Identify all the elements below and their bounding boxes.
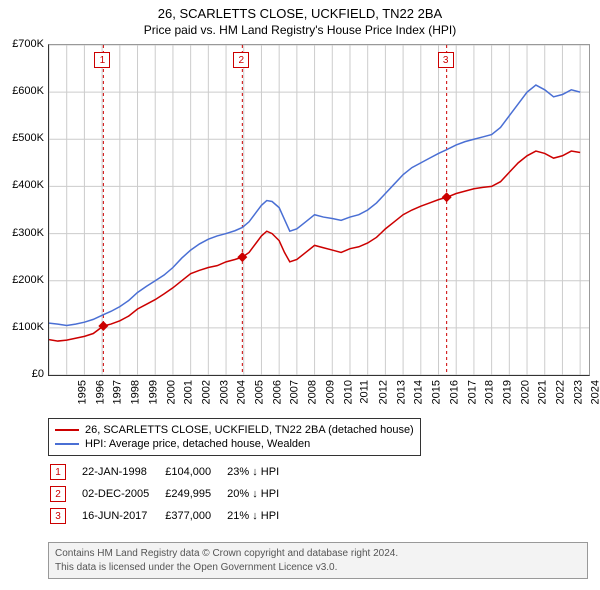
x-tick-label: 2020 — [519, 380, 531, 404]
y-tick-label: £400K — [0, 179, 44, 191]
x-tick-label: 2002 — [200, 380, 212, 404]
y-tick-label: £700K — [0, 38, 44, 50]
x-tick-label: 2021 — [537, 380, 549, 404]
event-marker-1: 1 — [94, 52, 110, 68]
x-tick-label: 2017 — [466, 380, 478, 404]
legend-swatch — [55, 443, 79, 445]
chart-subtitle: Price paid vs. HM Land Registry's House … — [0, 21, 600, 41]
event-date: 16-JUN-2017 — [82, 506, 163, 526]
event-marker-2: 2 — [233, 52, 249, 68]
x-tick-label: 2019 — [501, 380, 513, 404]
x-tick-label: 2014 — [413, 380, 425, 404]
event-date: 22-JAN-1998 — [82, 462, 163, 482]
event-price: £249,995 — [165, 484, 225, 504]
x-tick-label: 2013 — [395, 380, 407, 404]
y-tick-label: £600K — [0, 85, 44, 97]
y-tick-label: £100K — [0, 321, 44, 333]
x-tick-label: 2022 — [555, 380, 567, 404]
legend-item: 26, SCARLETTS CLOSE, UCKFIELD, TN22 2BA … — [55, 423, 414, 437]
chart-plot-area — [48, 44, 590, 376]
x-tick-label: 2003 — [218, 380, 230, 404]
event-date: 02-DEC-2005 — [82, 484, 163, 504]
event-marker: 2 — [50, 486, 66, 502]
event-row: 2 02-DEC-2005£249,99520% ↓ HPI — [50, 484, 293, 504]
x-tick-label: 1998 — [130, 380, 142, 404]
y-tick-label: £200K — [0, 274, 44, 286]
event-marker-3: 3 — [438, 52, 454, 68]
legend-item: HPI: Average price, detached house, Weal… — [55, 437, 414, 451]
legend-label: 26, SCARLETTS CLOSE, UCKFIELD, TN22 2BA … — [85, 424, 414, 436]
x-tick-label: 2008 — [307, 380, 319, 404]
event-delta: 23% ↓ HPI — [227, 462, 293, 482]
attribution-line: Contains HM Land Registry data © Crown c… — [55, 547, 581, 561]
x-tick-label: 2009 — [324, 380, 336, 404]
legend-swatch — [55, 429, 79, 431]
event-delta: 21% ↓ HPI — [227, 506, 293, 526]
event-row: 1 22-JAN-1998£104,00023% ↓ HPI — [50, 462, 293, 482]
event-marker: 1 — [50, 464, 66, 480]
x-tick-label: 2001 — [183, 380, 195, 404]
event-price: £104,000 — [165, 462, 225, 482]
event-row: 3 16-JUN-2017£377,00021% ↓ HPI — [50, 506, 293, 526]
legend: 26, SCARLETTS CLOSE, UCKFIELD, TN22 2BA … — [48, 418, 421, 456]
event-marker: 3 — [50, 508, 66, 524]
x-tick-label: 2015 — [431, 380, 443, 404]
x-tick-label: 2011 — [359, 380, 371, 404]
x-tick-label: 2018 — [484, 380, 496, 404]
chart-svg — [49, 45, 589, 375]
x-tick-label: 1996 — [94, 380, 106, 404]
x-tick-label: 1995 — [76, 380, 88, 404]
event-delta: 20% ↓ HPI — [227, 484, 293, 504]
x-tick-label: 2024 — [590, 380, 600, 404]
x-tick-label: 1999 — [147, 380, 159, 404]
x-tick-label: 1997 — [112, 380, 124, 404]
events-table: 1 22-JAN-1998£104,00023% ↓ HPI 2 02-DEC-200… — [48, 460, 295, 528]
y-tick-label: £300K — [0, 227, 44, 239]
legend-label: HPI: Average price, detached house, Weal… — [85, 438, 310, 450]
x-tick-label: 2000 — [165, 380, 177, 404]
x-tick-label: 2012 — [377, 380, 389, 404]
x-tick-label: 2023 — [572, 380, 584, 404]
y-tick-label: £500K — [0, 132, 44, 144]
attribution-line: This data is licensed under the Open Gov… — [55, 561, 581, 575]
chart-title: 26, SCARLETTS CLOSE, UCKFIELD, TN22 2BA — [0, 0, 600, 21]
x-tick-label: 2007 — [289, 380, 301, 404]
attribution-box: Contains HM Land Registry data © Crown c… — [48, 542, 588, 579]
x-tick-label: 2016 — [448, 380, 460, 404]
x-tick-label: 2004 — [236, 380, 248, 404]
x-tick-label: 2010 — [342, 380, 354, 404]
x-tick-label: 2005 — [254, 380, 266, 404]
y-tick-label: £0 — [0, 368, 44, 380]
x-tick-label: 2006 — [271, 380, 283, 404]
event-price: £377,000 — [165, 506, 225, 526]
